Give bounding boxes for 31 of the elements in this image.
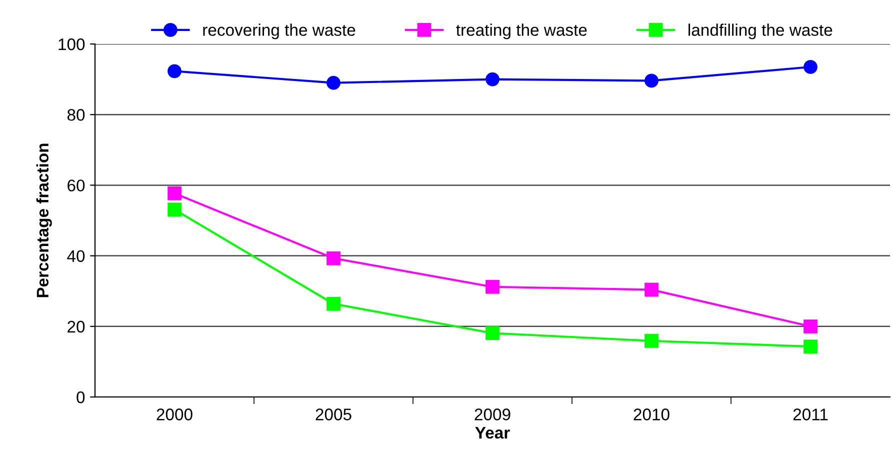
point (326, 296, 340, 311)
point (486, 72, 500, 86)
point (486, 326, 500, 340)
y-tick-label: 100 (58, 38, 85, 50)
x-axis-title: Year (475, 427, 510, 439)
point (804, 319, 818, 334)
x-tick-label: 2011 (793, 408, 828, 420)
y-axis-title: Percentage fraction (36, 144, 52, 298)
x-tick-label: 2009 (474, 408, 510, 420)
point (168, 202, 182, 216)
y-tick-label: 80 (67, 109, 85, 121)
point (644, 282, 658, 297)
point (804, 60, 818, 74)
point (326, 76, 340, 90)
y-tick-label: 20 (68, 320, 85, 333)
legend-label: recovering the waste (203, 24, 356, 40)
point (644, 334, 658, 348)
point (168, 186, 182, 200)
point (644, 74, 658, 88)
legend-label: treating the waste (456, 24, 587, 40)
x-tick-label: 2010 (634, 408, 670, 420)
point (326, 251, 340, 266)
y-tick-label: 0 (76, 391, 85, 404)
point (168, 64, 182, 78)
point (486, 280, 500, 294)
x-tick-label: 2000 (156, 408, 192, 420)
y-tick-label: 40 (67, 250, 85, 262)
x-tick-label: 2005 (316, 408, 352, 420)
y-tick-label: 60 (68, 180, 85, 192)
legend-label: landfilling the waste (688, 24, 832, 40)
point (804, 340, 818, 354)
